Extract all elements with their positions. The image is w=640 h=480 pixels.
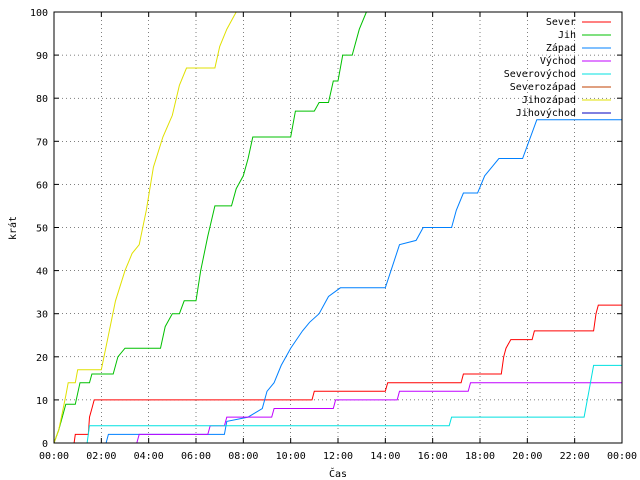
legend-label-jihozapad: Jihozápad bbox=[522, 94, 576, 106]
y-tick-label: 100 bbox=[30, 8, 48, 19]
y-tick-label: 20 bbox=[36, 353, 48, 364]
series-line-sever bbox=[73, 304, 622, 444]
x-tick-label: 06:00 bbox=[181, 451, 211, 462]
x-tick-label: 22:00 bbox=[560, 451, 590, 462]
legend-label-vychod: Východ bbox=[540, 55, 576, 67]
y-tick-label: 50 bbox=[36, 224, 48, 235]
x-tick-label: 02:00 bbox=[86, 451, 116, 462]
x-tick-label: 10:00 bbox=[276, 451, 306, 462]
y-tick-label: 70 bbox=[36, 137, 48, 148]
x-tick-label: 04:00 bbox=[134, 451, 164, 462]
y-tick-label: 90 bbox=[36, 51, 48, 62]
y-tick-label: 10 bbox=[36, 396, 48, 407]
x-tick-label: 18:00 bbox=[465, 451, 495, 462]
legend-label-jih: Jih bbox=[558, 30, 576, 41]
y-tick-label: 60 bbox=[36, 180, 48, 191]
series-line-zapad bbox=[54, 119, 622, 444]
x-axis: 00:00 02:00 04:00 06:00 08:00 10:00 12:00 14:00… bbox=[39, 12, 637, 462]
series-line-vychod bbox=[54, 382, 622, 444]
x-tick-label: 00:00 bbox=[39, 451, 69, 462]
y-tick-label: 40 bbox=[36, 267, 48, 278]
legend: Sever JihZápadVýchodSeverovýchodSeverozáp… bbox=[504, 17, 611, 119]
series-line-jihozapad bbox=[53, 11, 237, 444]
legend-label-severovychod: Severovýchod bbox=[504, 68, 576, 80]
x-tick-label: 00:00 bbox=[607, 451, 637, 462]
y-axis: 0 10 20 30 40 50 60 70 80 90 100 bbox=[30, 8, 622, 450]
x-tick-label: 14:00 bbox=[370, 451, 400, 462]
x-tick-label: 20:00 bbox=[512, 451, 542, 462]
series-layer bbox=[53, 11, 622, 444]
y-tick-label: 0 bbox=[42, 439, 48, 450]
series-line-jih bbox=[53, 11, 367, 444]
legend-label-zapad: Západ bbox=[546, 42, 576, 54]
y-tick-label: 80 bbox=[36, 94, 48, 105]
x-tick-label: 16:00 bbox=[418, 451, 448, 462]
series-line-severovychod bbox=[54, 364, 622, 444]
y-axis-title: krát bbox=[7, 216, 19, 240]
x-axis-title: Čas bbox=[329, 467, 347, 480]
y-tick-label: 30 bbox=[36, 310, 48, 321]
legend-label-jihovychod: Jihovýchod bbox=[516, 107, 576, 119]
legend-label-sever: Sever bbox=[546, 17, 576, 28]
x-tick-label: 08:00 bbox=[228, 451, 258, 462]
x-tick-label: 12:00 bbox=[323, 451, 353, 462]
legend-label-severozapad: Severozápad bbox=[510, 81, 576, 93]
